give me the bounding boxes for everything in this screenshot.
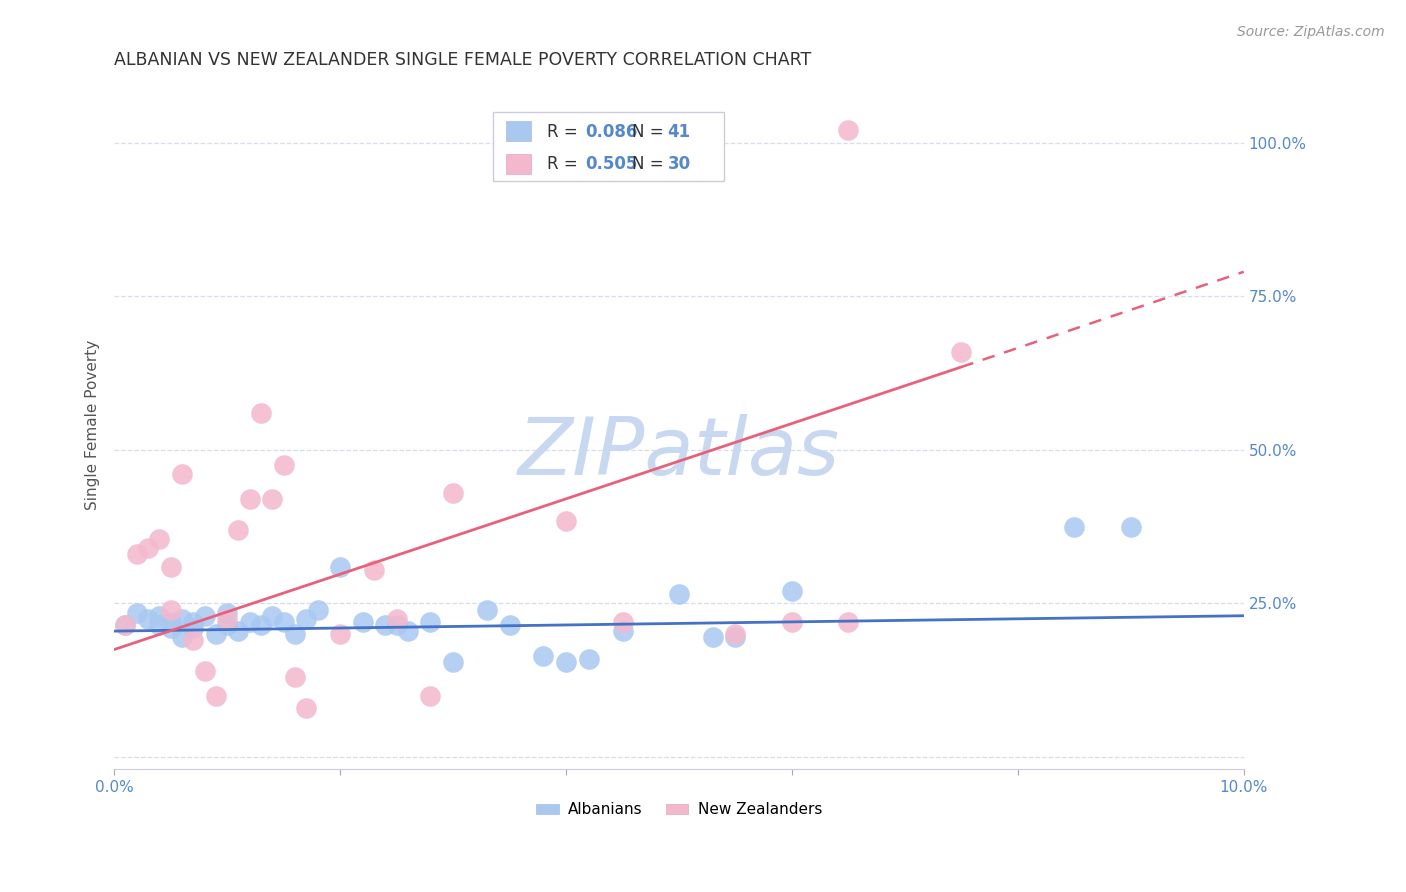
Point [170, 630, 193, 644]
FancyBboxPatch shape [506, 120, 531, 141]
Point [125, 606, 148, 620]
Point [837, 615, 859, 629]
Text: 41: 41 [668, 122, 690, 141]
Point [295, 612, 318, 626]
Point [374, 618, 396, 632]
Point [329, 627, 352, 641]
Point [239, 615, 262, 629]
Point [170, 467, 193, 482]
Point [352, 615, 374, 629]
Text: 30: 30 [668, 155, 690, 173]
Point [136, 541, 159, 556]
Point [555, 655, 578, 669]
Point [205, 689, 228, 703]
Point [217, 612, 239, 626]
Y-axis label: Single Female Poverty: Single Female Poverty [86, 340, 100, 510]
Point [612, 624, 634, 639]
FancyBboxPatch shape [492, 112, 724, 181]
Legend: Albanians, New Zealanders: Albanians, New Zealanders [530, 797, 828, 823]
Point [262, 491, 284, 506]
Point [578, 651, 600, 665]
Point [148, 608, 170, 623]
Point [136, 612, 159, 626]
Point [170, 612, 193, 626]
Point [114, 618, 136, 632]
Text: ALBANIAN VS NEW ZEALANDER SINGLE FEMALE POVERTY CORRELATION CHART: ALBANIAN VS NEW ZEALANDER SINGLE FEMALE … [114, 51, 811, 69]
Point [148, 532, 170, 546]
Point [181, 633, 204, 648]
Point [837, 123, 859, 137]
Text: Source: ZipAtlas.com: Source: ZipAtlas.com [1237, 25, 1385, 39]
Point [250, 406, 273, 420]
Point [181, 621, 204, 635]
Text: R =: R = [547, 122, 583, 141]
Point [284, 670, 307, 684]
Point [205, 627, 228, 641]
Point [724, 627, 747, 641]
Point [498, 618, 520, 632]
Point [329, 559, 352, 574]
Point [385, 618, 408, 632]
Point [475, 602, 498, 616]
Point [181, 615, 204, 629]
Point [114, 618, 136, 632]
Point [193, 608, 215, 623]
Text: 0.505: 0.505 [585, 155, 637, 173]
Point [950, 344, 973, 359]
Point [702, 630, 724, 644]
Point [1063, 519, 1085, 533]
Point [217, 618, 239, 632]
Point [159, 615, 181, 629]
Text: 0.086: 0.086 [585, 122, 637, 141]
Point [284, 627, 307, 641]
Point [533, 648, 555, 663]
Point [668, 587, 690, 601]
Point [159, 602, 181, 616]
Point [125, 547, 148, 561]
Text: N =: N = [631, 122, 668, 141]
Point [441, 486, 464, 500]
Point [724, 630, 747, 644]
Point [273, 458, 295, 473]
Point [250, 618, 273, 632]
Point [307, 602, 329, 616]
Point [612, 615, 634, 629]
Point [295, 701, 318, 715]
Point [159, 559, 181, 574]
Point [193, 664, 215, 678]
Point [780, 615, 803, 629]
Point [217, 606, 239, 620]
Point [419, 615, 441, 629]
Point [396, 624, 419, 639]
Point [441, 655, 464, 669]
Point [555, 514, 578, 528]
FancyBboxPatch shape [506, 153, 531, 174]
Point [239, 491, 262, 506]
Point [273, 615, 295, 629]
Point [419, 689, 441, 703]
Point [363, 563, 385, 577]
Text: ZIPatlas: ZIPatlas [517, 414, 839, 491]
Point [385, 612, 408, 626]
Text: R =: R = [547, 155, 583, 173]
Point [1119, 519, 1142, 533]
Text: N =: N = [631, 155, 668, 173]
Point [228, 523, 250, 537]
Point [780, 584, 803, 599]
Point [228, 624, 250, 639]
Point [159, 621, 181, 635]
Point [148, 618, 170, 632]
Point [262, 608, 284, 623]
